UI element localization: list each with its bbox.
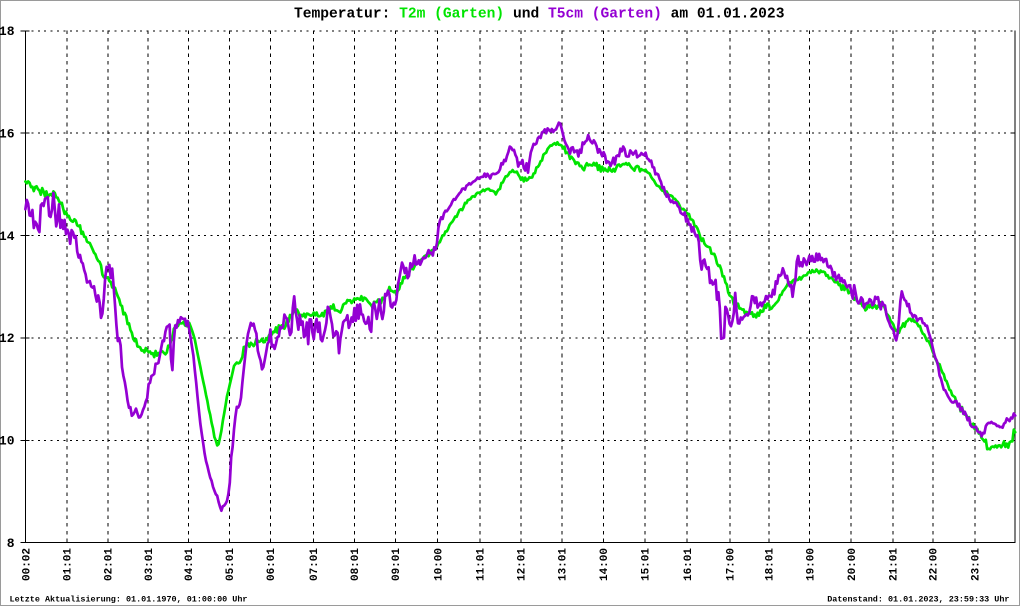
svg-text:04:01: 04:01 [184,548,196,581]
svg-text:13:01: 13:01 [558,548,570,581]
svg-text:12: 12 [0,331,15,346]
svg-text:10:00: 10:00 [433,548,445,581]
svg-text:14:00: 14:00 [599,548,611,581]
svg-text:15:01: 15:01 [641,548,653,581]
svg-text:Letzte Aktualisierung: 01.01.1: Letzte Aktualisierung: 01.01.1970, 01:00… [10,595,248,605]
svg-text:22:00: 22:00 [929,548,941,581]
svg-text:14: 14 [0,229,15,244]
svg-text:18:01: 18:01 [765,548,777,581]
svg-text:21:01: 21:01 [889,548,901,581]
svg-text:19:00: 19:00 [805,548,817,581]
svg-text:11:01: 11:01 [476,548,488,581]
svg-text:10: 10 [0,434,15,449]
svg-text:16: 16 [0,126,15,141]
svg-text:09:01: 09:01 [391,548,403,581]
svg-text:08:01: 08:01 [350,548,362,581]
svg-text:03:01: 03:01 [144,548,156,581]
svg-text:16:01: 16:01 [683,548,695,581]
svg-text:07:01: 07:01 [309,548,321,581]
svg-text:17:00: 17:00 [726,548,738,581]
svg-text:Temperatur: T2m (Garten) und T: Temperatur: T2m (Garten) und T5cm (Garte… [294,7,785,23]
svg-text:06:01: 06:01 [266,548,278,581]
svg-text:20:00: 20:00 [847,548,859,581]
svg-text:23:01: 23:01 [971,548,983,581]
svg-text:00:02: 00:02 [21,548,33,581]
svg-text:8: 8 [7,536,15,551]
svg-text:18: 18 [0,24,15,39]
svg-text:02:01: 02:01 [104,548,116,581]
svg-text:Datenstand: 01.01.2023, 23:59:: Datenstand: 01.01.2023, 23:59:33 Uhr [827,595,1009,605]
svg-text:12:01: 12:01 [517,548,529,581]
svg-text:05:01: 05:01 [225,548,237,581]
svg-text:01:01: 01:01 [63,548,75,581]
